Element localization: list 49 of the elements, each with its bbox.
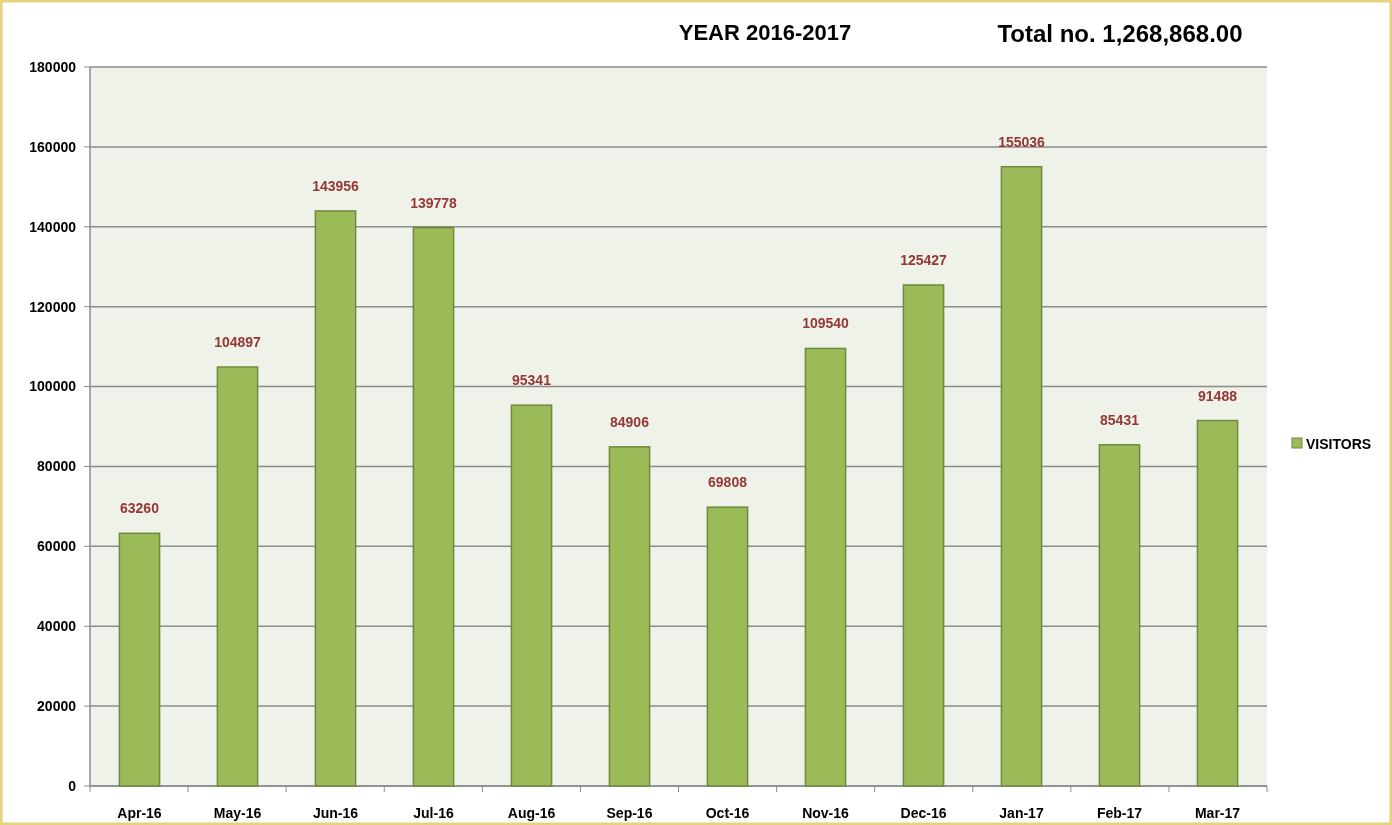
x-tick-label: Jun-16 (312, 805, 359, 821)
x-tick-label: Feb-17 (1096, 805, 1143, 821)
x-tick-label: Sep-16 (606, 805, 653, 821)
y-tick-label: 80000 (37, 458, 77, 475)
y-tick-label: 120000 (29, 298, 77, 315)
x-tick-label: Apr-16 (117, 805, 162, 821)
data-label: 69808 (708, 474, 748, 491)
chart-subtitle: Total no. 1,268,868.00 (997, 20, 1243, 47)
x-tick-label: Aug-16 (507, 805, 556, 821)
y-tick-label: 0 (68, 777, 77, 794)
x-tick-label: May-16 (213, 805, 262, 821)
y-tick-label: 100000 (29, 378, 77, 395)
bar (706, 506, 749, 787)
x-tick-label: Nov-16 (802, 805, 850, 821)
data-label: 109540 (802, 315, 850, 332)
y-tick-label: 20000 (37, 698, 77, 715)
y-tick-label: 40000 (37, 618, 77, 635)
bar (118, 532, 161, 787)
bar (314, 210, 357, 787)
bar (216, 366, 259, 787)
bar (608, 446, 651, 787)
x-tick-label: Dec-16 (900, 805, 947, 821)
y-tick-label: 180000 (29, 58, 77, 75)
bar (804, 347, 847, 787)
data-label: 85431 (1100, 411, 1140, 428)
legend-label: VISITORS (1306, 435, 1372, 452)
data-label: 155036 (998, 133, 1046, 150)
bar (902, 284, 945, 787)
data-label: 143956 (312, 177, 360, 194)
x-tick-label: Mar-17 (1194, 805, 1241, 821)
data-label: 63260 (120, 500, 160, 517)
data-label: 84906 (610, 413, 650, 430)
data-label: 91488 (1198, 387, 1238, 404)
bar (412, 226, 455, 787)
bar (1000, 165, 1043, 787)
data-label: 139778 (410, 194, 458, 211)
x-tick-label: Oct-16 (705, 805, 750, 821)
bar (510, 404, 553, 787)
data-label: 95341 (512, 372, 552, 389)
bar (1098, 444, 1141, 787)
data-label: 104897 (214, 333, 262, 350)
y-tick-label: 60000 (37, 538, 77, 555)
x-tick-label: Jan-17 (999, 805, 1044, 821)
y-tick-label: 160000 (29, 138, 77, 155)
x-tick-label: Jul-16 (413, 805, 454, 821)
chart-title: YEAR 2016-2017 (678, 20, 852, 45)
data-label: 125427 (900, 251, 948, 268)
bar (1196, 419, 1239, 787)
y-tick-label: 140000 (29, 218, 77, 235)
